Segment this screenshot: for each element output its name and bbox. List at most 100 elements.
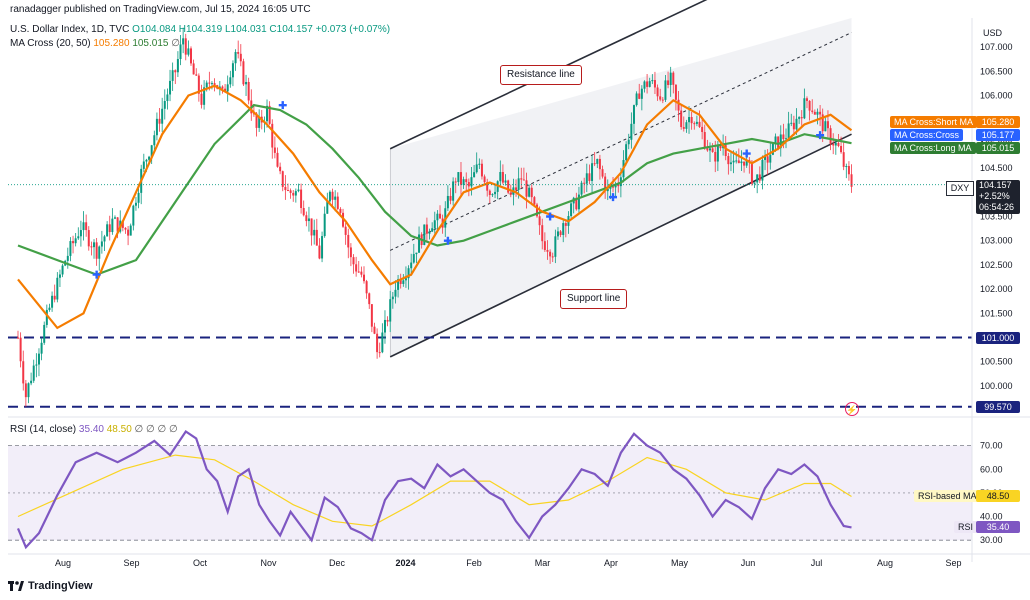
candle-body xyxy=(449,195,452,201)
candle-body xyxy=(121,220,124,228)
price-tick-label: 104.500 xyxy=(980,163,1013,173)
candle-body xyxy=(494,191,497,195)
price-tick-label: 103.000 xyxy=(980,236,1013,246)
candle-body xyxy=(522,179,525,181)
candle-body xyxy=(286,190,289,192)
ma-price-tag: 105.280 xyxy=(976,116,1020,128)
candle-body xyxy=(643,81,646,89)
candle-body xyxy=(659,96,662,100)
candle-body xyxy=(142,161,145,169)
candle-body xyxy=(724,145,727,157)
candle-body xyxy=(407,268,410,279)
candle-body xyxy=(245,81,248,85)
candle-body xyxy=(231,63,234,78)
candle-body xyxy=(821,114,824,132)
price-tick-label: 100.000 xyxy=(980,381,1013,391)
ma-short-line xyxy=(17,84,853,330)
time-tick-label: Dec xyxy=(329,558,346,568)
candle-body xyxy=(310,218,313,236)
candle-body xyxy=(300,189,303,209)
candle-body xyxy=(98,246,101,259)
ma-cross-marker xyxy=(443,236,452,245)
candle-body xyxy=(782,134,785,140)
candle-body xyxy=(745,159,748,166)
price-tick-label: 102.000 xyxy=(980,284,1013,294)
candle-body xyxy=(428,231,431,234)
candle-body xyxy=(48,307,51,310)
rsi-legend-tag: RSI-based MA xyxy=(914,490,981,503)
symbol-name[interactable]: U.S. Dollar Index, 1D, TVC xyxy=(10,24,130,35)
candle-body xyxy=(51,295,54,308)
candle-body xyxy=(701,126,704,133)
candle-body xyxy=(74,238,77,244)
time-tick-label: Jun xyxy=(741,558,756,568)
candle-body xyxy=(305,215,308,222)
candle-body xyxy=(336,196,339,209)
candle-body xyxy=(536,204,538,217)
candle-body xyxy=(562,223,565,235)
ma-cross-marker xyxy=(742,149,751,158)
resistance-line xyxy=(389,0,708,150)
candle-body xyxy=(656,87,659,97)
candle-body xyxy=(606,188,609,192)
candle-body xyxy=(195,74,198,76)
candle-body xyxy=(609,186,612,189)
candle-body xyxy=(677,99,680,111)
candle-body xyxy=(570,203,573,217)
candle-body xyxy=(845,166,848,168)
resistance-annotation: Resistance line xyxy=(500,65,582,85)
currency-label[interactable]: USD xyxy=(983,28,1003,38)
candle-body xyxy=(577,194,580,210)
candle-body xyxy=(638,93,641,99)
candle-body xyxy=(90,246,93,248)
candle-body xyxy=(176,59,179,73)
candle-body xyxy=(546,249,549,252)
rsi-suffix: ∅ ∅ ∅ ∅ xyxy=(134,424,178,435)
candle-body xyxy=(792,122,795,130)
candle-body xyxy=(357,271,360,273)
time-tick-label: May xyxy=(671,558,689,568)
candle-body xyxy=(415,252,418,255)
candle-body xyxy=(108,224,111,233)
candle-body xyxy=(850,174,853,187)
ohlc-values: O104.084 H104.319 L104.031 C104.157 +0.0… xyxy=(132,24,391,35)
candle-body xyxy=(166,94,169,102)
candle-body xyxy=(832,143,835,146)
candle-body xyxy=(297,189,300,192)
candle-body xyxy=(150,145,153,157)
candle-body xyxy=(459,172,462,185)
candle-body xyxy=(399,279,402,284)
candle-body xyxy=(530,187,533,198)
dxy-label: DXY xyxy=(946,181,974,196)
candle-body xyxy=(355,264,358,272)
candle-body xyxy=(425,224,428,234)
rsi-label[interactable]: RSI (14, close) xyxy=(10,424,77,435)
ma-cross-label[interactable]: MA Cross (20, 50) xyxy=(10,38,91,49)
candle-body xyxy=(210,83,213,85)
candle-body xyxy=(714,151,717,162)
candle-body xyxy=(368,293,371,305)
candle-body xyxy=(129,225,132,236)
support-annotation: Support line xyxy=(560,289,628,309)
candle-body xyxy=(106,224,109,237)
candle-body xyxy=(473,172,476,178)
candle-body xyxy=(404,278,407,281)
candle-body xyxy=(423,224,426,245)
candle-body xyxy=(331,191,334,200)
candle-body xyxy=(653,80,656,88)
lightning-icon[interactable]: ⚡ xyxy=(845,402,859,416)
price-tick-label: 106.500 xyxy=(980,66,1013,76)
candle-body xyxy=(483,176,486,183)
candle-body xyxy=(182,38,185,45)
candle-body xyxy=(187,48,190,55)
rsi-legend-tag: RSI xyxy=(954,521,978,534)
level-price-tag: 101.000 xyxy=(976,331,1020,344)
candle-body xyxy=(391,296,394,300)
candle-body xyxy=(32,365,35,381)
candle-body xyxy=(284,186,287,191)
candle-body xyxy=(501,172,504,183)
time-tick-label: Apr xyxy=(604,558,618,568)
ma-cross-line: MA Cross (20, 50) 105.280 105.015 ∅ xyxy=(10,38,180,49)
candle-body xyxy=(785,138,788,140)
tradingview-footer[interactable]: TradingView xyxy=(8,580,93,592)
